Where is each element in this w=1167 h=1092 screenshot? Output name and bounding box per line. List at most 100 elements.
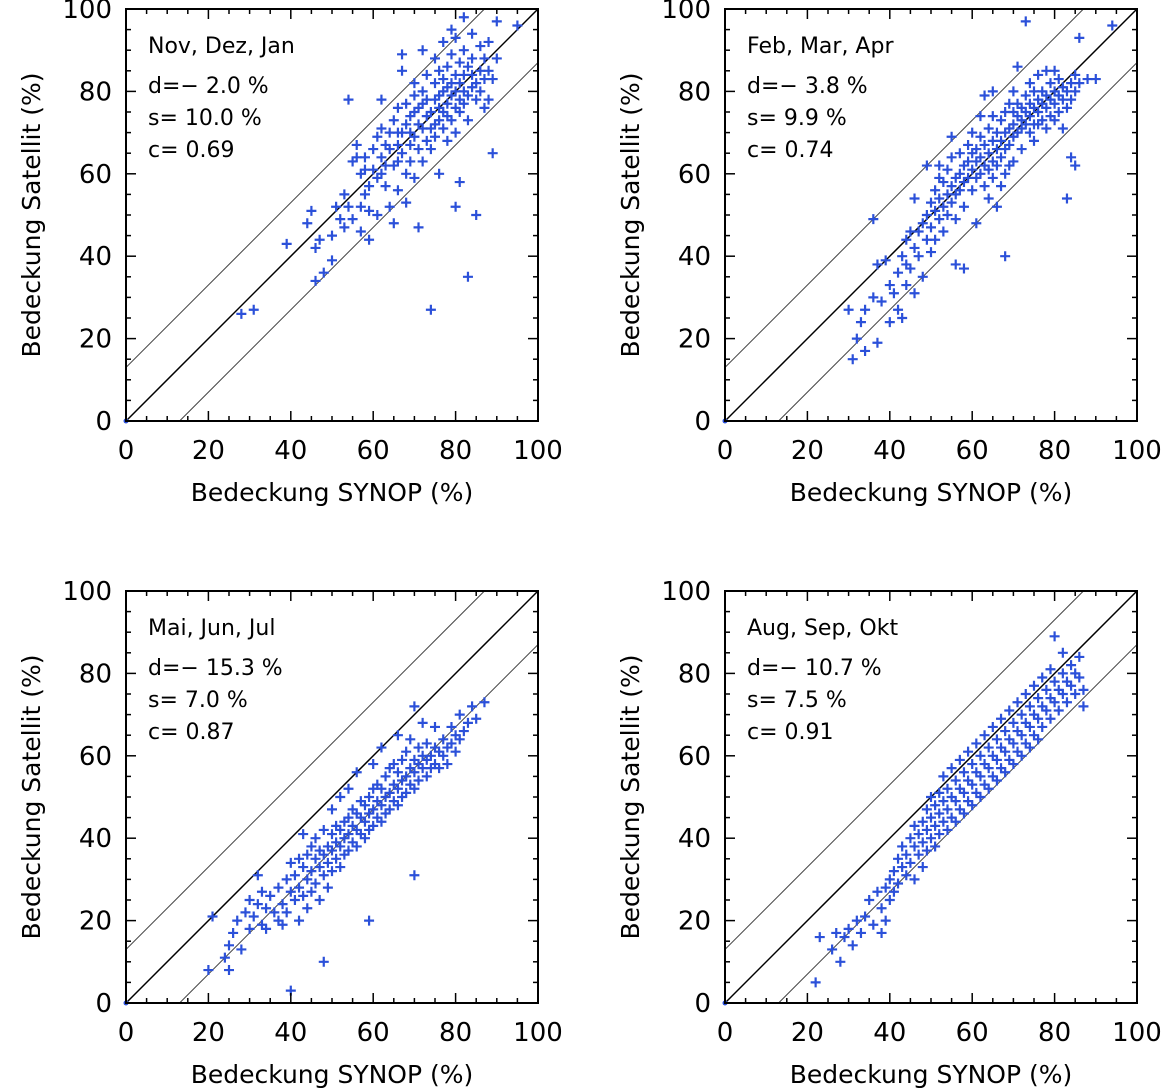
data-point xyxy=(380,181,391,192)
data-point xyxy=(1041,102,1052,113)
data-point xyxy=(376,168,387,179)
stat-d: d=− 15.3 % xyxy=(148,656,283,681)
band-line-upper xyxy=(126,9,486,368)
data-point xyxy=(314,895,325,905)
data-point xyxy=(872,337,883,348)
data-point xyxy=(946,152,957,163)
data-point xyxy=(1066,152,1077,163)
data-point xyxy=(1024,78,1035,89)
data-point xyxy=(392,730,403,741)
data-point xyxy=(289,870,300,881)
data-point xyxy=(471,713,482,724)
data-point xyxy=(417,45,428,56)
data-point xyxy=(372,210,383,220)
y-tick-label: 40 xyxy=(79,824,112,854)
data-point xyxy=(864,895,875,905)
data-point xyxy=(926,812,936,823)
data-point xyxy=(339,222,350,233)
data-point xyxy=(1041,123,1052,134)
data-point xyxy=(314,234,325,245)
data-point xyxy=(294,853,305,864)
data-point xyxy=(876,296,887,307)
x-tick-label: 0 xyxy=(118,436,135,466)
data-point xyxy=(434,65,445,76)
data-point xyxy=(421,771,432,782)
data-point xyxy=(917,862,928,873)
data-point xyxy=(987,86,998,97)
data-point xyxy=(438,123,449,134)
data-point xyxy=(967,800,978,811)
data-point xyxy=(958,263,969,274)
data-point xyxy=(512,20,523,31)
data-point xyxy=(310,275,321,286)
data-point xyxy=(1020,90,1031,101)
data-point xyxy=(306,205,317,216)
data-point xyxy=(417,717,428,728)
data-point xyxy=(963,139,974,150)
data-point xyxy=(401,787,412,798)
data-point xyxy=(979,181,990,192)
stat-s: s= 9.9 % xyxy=(747,106,847,131)
data-point xyxy=(401,98,412,109)
y-tick-label: 100 xyxy=(661,577,711,607)
data-point xyxy=(938,816,949,827)
data-point xyxy=(1041,705,1052,716)
data-point xyxy=(996,152,1007,163)
data-point xyxy=(843,923,854,934)
data-point xyxy=(310,833,321,844)
data-point xyxy=(236,944,247,955)
data-point xyxy=(917,837,928,848)
data-point xyxy=(479,53,490,64)
data-point xyxy=(831,927,842,938)
data-point xyxy=(1024,742,1035,753)
data-point xyxy=(462,115,473,126)
data-point xyxy=(1037,672,1048,683)
data-point xyxy=(1053,705,1064,716)
data-point xyxy=(884,317,895,328)
band-line-upper xyxy=(725,591,1085,950)
data-point xyxy=(897,841,908,852)
data-point xyxy=(926,222,936,233)
data-point xyxy=(1033,107,1044,117)
data-point xyxy=(1008,738,1019,749)
data-point xyxy=(934,829,945,840)
data-point xyxy=(987,721,998,732)
data-point xyxy=(983,742,994,753)
data-point xyxy=(1004,705,1015,716)
data-point xyxy=(847,940,858,951)
data-point xyxy=(942,824,953,835)
data-point xyxy=(860,345,871,356)
data-point xyxy=(921,845,932,856)
data-point xyxy=(1053,74,1064,85)
data-point xyxy=(975,152,986,163)
data-point xyxy=(1033,69,1044,80)
data-point xyxy=(359,189,370,200)
data-point xyxy=(967,164,978,175)
axis-ticks xyxy=(125,590,539,1004)
data-point xyxy=(306,841,317,852)
data-point xyxy=(987,111,998,122)
data-point xyxy=(876,903,887,914)
data-point xyxy=(946,197,957,208)
data-point xyxy=(256,886,267,897)
data-point xyxy=(417,156,428,167)
data-point xyxy=(917,218,928,229)
y-tick-label: 40 xyxy=(79,242,112,272)
data-point xyxy=(413,144,424,155)
y-tick-label: 40 xyxy=(678,242,711,272)
data-point xyxy=(380,771,391,782)
data-point xyxy=(252,899,263,910)
data-point xyxy=(958,767,969,778)
data-point xyxy=(917,271,928,282)
data-point xyxy=(888,886,899,897)
data-point xyxy=(409,90,420,101)
data-point xyxy=(1049,65,1060,76)
data-point xyxy=(442,98,453,109)
scatter-points xyxy=(810,631,1089,988)
data-point xyxy=(991,160,1002,171)
data-point xyxy=(475,41,486,52)
data-point xyxy=(458,98,469,109)
data-point xyxy=(219,952,230,963)
data-point xyxy=(306,886,317,897)
